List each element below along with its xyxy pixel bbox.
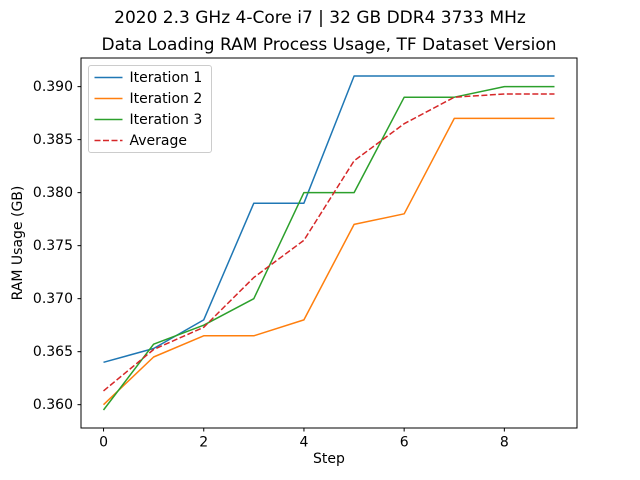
plot-area	[80, 57, 578, 429]
x-tick-label: 2	[199, 435, 208, 451]
figure-suptitle: 2020 2.3 GHz 4-Core i7 | 32 GB DDR4 3733…	[114, 8, 526, 28]
y-tick-label: 0.375	[33, 238, 73, 254]
y-tick-label: 0.360	[33, 397, 73, 413]
y-tick-label: 0.370	[33, 291, 73, 307]
y-axis-ticks: 0.360 0.365 0.370 0.375 0.380 0.385 0.390	[33, 79, 81, 413]
series-line-average	[103, 93, 555, 392]
series-line-iteration-2	[102, 117, 555, 406]
legend-label-average: Average	[130, 133, 188, 149]
y-tick-label: 0.390	[33, 79, 73, 95]
series-lines	[102, 75, 555, 411]
y-tick-label: 0.365	[33, 344, 73, 360]
y-tick-label: 0.385	[33, 132, 73, 148]
legend-label-iteration-1: Iteration 1	[130, 70, 203, 86]
x-tick-label: 8	[500, 435, 509, 451]
legend-label-iteration-2: Iteration 2	[130, 91, 203, 107]
legend-box	[88, 65, 212, 153]
x-axis-ticks: 0 2 4 6 8	[99, 428, 509, 451]
axes-title: Data Loading RAM Process Usage, TF Datas…	[101, 35, 556, 55]
legend: Iteration 1 Iteration 2 Iteration 3 Average	[88, 65, 212, 153]
x-tick-label: 4	[299, 435, 308, 451]
x-tick-label: 0	[99, 435, 108, 451]
x-axis-label: Step	[313, 451, 345, 467]
series-line-iteration-3	[102, 85, 555, 411]
legend-label-iteration-3: Iteration 3	[130, 112, 203, 128]
y-axis-label: RAM Usage (GB)	[10, 186, 26, 301]
y-tick-label: 0.380	[33, 185, 73, 201]
x-tick-label: 6	[400, 435, 409, 451]
